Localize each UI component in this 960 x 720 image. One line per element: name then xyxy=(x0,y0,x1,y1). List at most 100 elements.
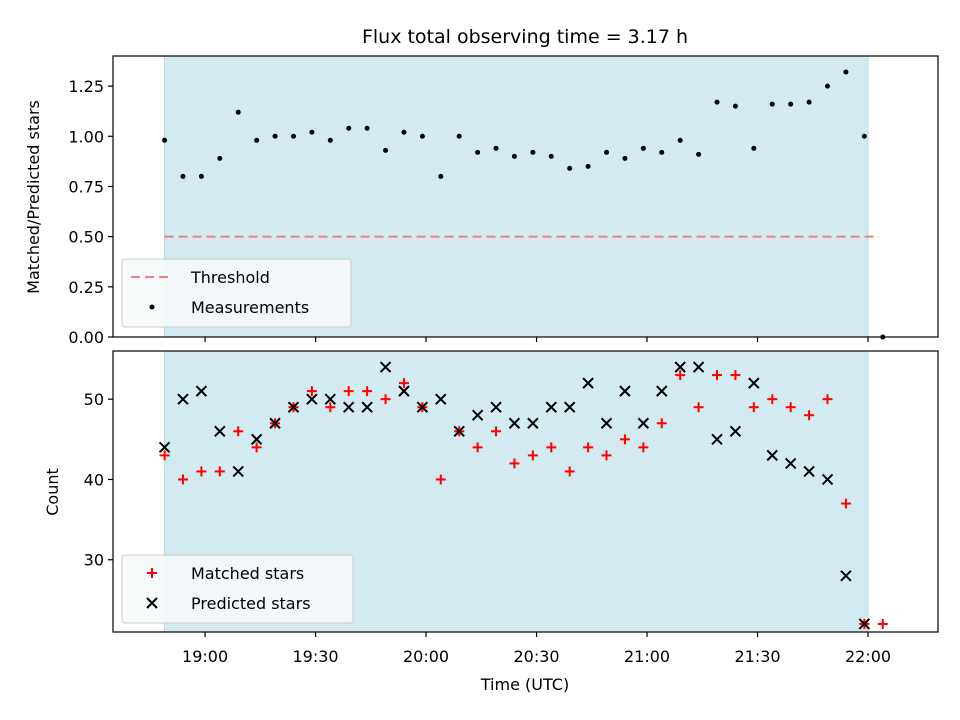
bottom-y-tick-label: 40 xyxy=(84,470,104,489)
bottom-x-axis-label: Time (UTC) xyxy=(480,675,569,694)
legend-predicted-swatch xyxy=(146,597,158,609)
measurement-point xyxy=(383,147,389,153)
measurement-points xyxy=(162,69,886,340)
matched-point xyxy=(822,394,833,405)
predicted-point xyxy=(435,393,447,405)
top-axes-frame xyxy=(112,55,939,338)
top-panel: 0.00 0.25 0.50 0.75 1.00 1.25 Matched/Predict… xyxy=(24,55,939,347)
matched-point xyxy=(214,466,225,477)
matched-point xyxy=(472,442,483,453)
bottom-x-tick-label: 21:30 xyxy=(734,647,780,666)
matched-point xyxy=(306,386,317,397)
bottom-axes-frame xyxy=(112,350,939,633)
predicted-point xyxy=(398,385,410,397)
predicted-point xyxy=(379,361,392,373)
measurement-point xyxy=(548,153,554,159)
measurement-point xyxy=(825,83,831,89)
measurement-point xyxy=(198,173,204,179)
measurement-point xyxy=(162,137,168,143)
bottom-x-tick-label: 20:30 xyxy=(513,647,559,666)
bottom-y-axis-label: Count xyxy=(43,468,62,516)
bottom-y-tick-label: 30 xyxy=(84,551,104,570)
matched-point xyxy=(804,410,815,421)
measurement-point xyxy=(659,149,665,155)
matched-point xyxy=(196,466,207,477)
matched-point xyxy=(675,370,686,381)
measurement-point xyxy=(677,137,683,143)
top-y-tick-label: 1.00 xyxy=(68,127,104,146)
measurement-point xyxy=(475,149,481,155)
matched-point xyxy=(251,442,262,453)
matched-point xyxy=(343,386,354,397)
predicted-point xyxy=(656,385,668,397)
matched-point xyxy=(748,402,759,413)
measurement-point xyxy=(640,145,646,151)
predicted-point xyxy=(361,401,373,413)
predicted-point xyxy=(490,401,502,413)
matched-point xyxy=(730,370,741,381)
bottom-panel: 30 40 50 19:00 19:30 20:00 20:30 21:00 21:30 22:… xyxy=(43,350,939,694)
predicted-point xyxy=(232,465,244,478)
measurement-point xyxy=(788,101,794,107)
matched-point xyxy=(767,394,778,405)
predicted-point xyxy=(637,417,650,429)
predicted-point xyxy=(158,441,171,454)
matched-point xyxy=(638,442,649,453)
matched-point xyxy=(159,450,170,461)
matched-point xyxy=(527,450,538,461)
matched-point xyxy=(435,474,446,485)
predicted-point xyxy=(563,401,576,413)
measurement-point xyxy=(180,173,186,179)
matched-point xyxy=(656,418,667,429)
predicted-point xyxy=(729,425,742,437)
matched-point xyxy=(509,458,520,469)
measurement-point xyxy=(438,173,444,179)
measurement-point xyxy=(309,129,315,135)
legend-predicted-label: Predicted stars xyxy=(191,594,311,613)
predicted-point xyxy=(784,457,797,470)
top-y-tick-label: 0.75 xyxy=(68,177,104,196)
matched-point xyxy=(398,378,409,389)
matched-point xyxy=(177,474,188,485)
predicted-point xyxy=(214,425,226,437)
legend-matched-label: Matched stars xyxy=(191,564,304,583)
measurement-point xyxy=(364,125,370,131)
measurement-point xyxy=(604,149,610,155)
measurement-point xyxy=(327,137,333,143)
predicted-point xyxy=(527,417,539,429)
matched-point xyxy=(583,442,594,453)
bottom-y-tick-label: 50 xyxy=(84,390,104,409)
predicted-points xyxy=(158,361,871,630)
predicted-point xyxy=(821,473,834,486)
matched-point xyxy=(785,402,796,413)
measurement-point xyxy=(585,163,591,169)
matched-point xyxy=(380,394,391,405)
matched-point xyxy=(564,466,575,477)
measurement-point xyxy=(511,153,517,159)
measurement-point xyxy=(751,145,757,151)
bottom-y-ticks: 30 40 50 xyxy=(84,390,113,570)
predicted-point xyxy=(858,618,871,630)
top-x-ticks xyxy=(204,337,869,342)
measurement-point xyxy=(732,103,738,109)
predicted-point xyxy=(453,425,465,437)
measurement-point xyxy=(217,155,223,161)
measurement-point xyxy=(806,99,812,105)
predicted-point xyxy=(766,449,778,462)
predicted-point xyxy=(619,385,631,397)
measurement-point xyxy=(401,129,407,135)
top-y-tick-label: 0.50 xyxy=(68,228,104,247)
matched-point xyxy=(619,434,630,445)
matched-point xyxy=(877,618,888,629)
predicted-point xyxy=(674,361,686,373)
legend-threshold-label: Threshold xyxy=(190,268,270,287)
matched-point xyxy=(712,370,723,381)
predicted-point xyxy=(508,417,521,429)
bottom-legend-box xyxy=(121,554,354,624)
matched-point xyxy=(840,498,851,509)
measurement-point xyxy=(861,133,867,139)
measurement-point xyxy=(419,133,425,139)
predicted-point xyxy=(343,401,355,413)
predicted-point xyxy=(545,401,557,413)
predicted-point xyxy=(803,465,815,478)
